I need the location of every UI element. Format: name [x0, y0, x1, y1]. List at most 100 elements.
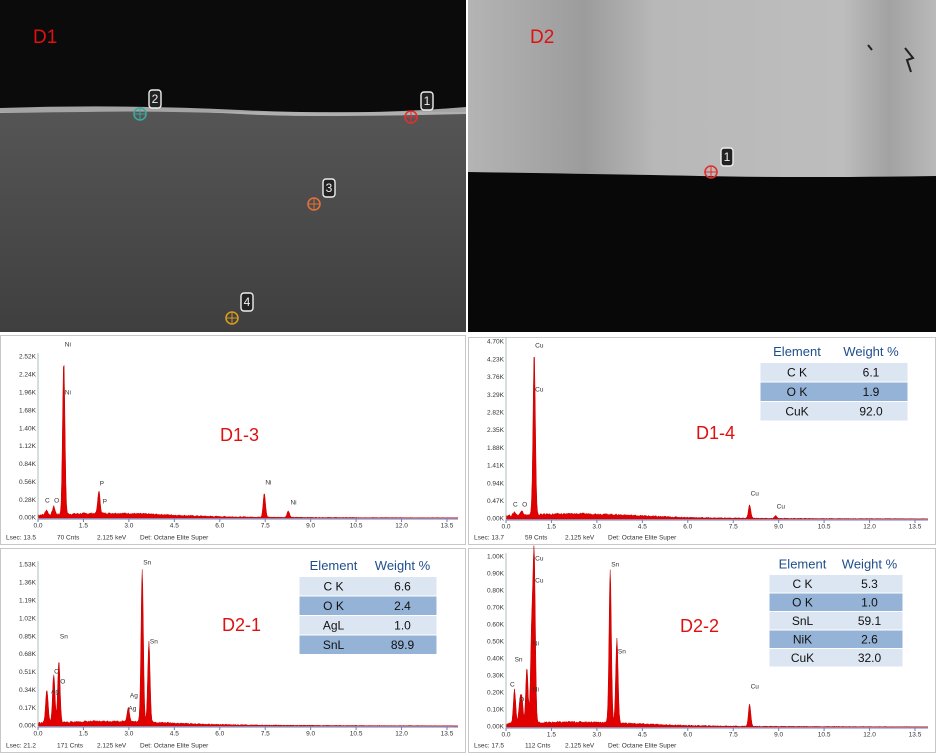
x-tick-label: 13.5 [909, 524, 922, 531]
y-tick-label: 0.10K [487, 707, 505, 714]
table-cell: 5.3 [861, 577, 878, 591]
peak-label: C [45, 498, 50, 505]
table-row [768, 629, 904, 649]
x-tick-label: 9.0 [774, 732, 783, 739]
table-cell: SnL [323, 638, 345, 652]
marker-number: 1 [724, 150, 731, 164]
peak-label: Ni [265, 480, 271, 487]
table-header: Weight % [843, 344, 899, 359]
y-tick-label: 0.90K [487, 571, 505, 578]
y-tick-label: 1.68K [19, 407, 37, 414]
y-tick-label: 0.56K [19, 479, 37, 486]
y-tick-label: 3.76K [487, 374, 505, 381]
table-cell: O K [787, 385, 808, 399]
y-tick-label: 1.00K [487, 554, 505, 561]
x-tick-label: 7.5 [261, 731, 270, 738]
footer-text: Det: Octane Elite Super [608, 743, 677, 750]
x-tick-label: 7.5 [261, 523, 270, 530]
x-tick-label: 7.5 [729, 524, 738, 531]
table-row [768, 592, 904, 612]
peak-label: Sn [515, 657, 523, 664]
peak-label: Sn [611, 562, 619, 569]
x-tick-label: 1.5 [547, 732, 556, 739]
marker-box [720, 147, 734, 167]
x-tick-label: 3.0 [124, 731, 133, 738]
footer-text: 2.125 keV [97, 535, 127, 542]
y-tick-label: 1.96K [19, 389, 37, 396]
table-row [298, 615, 438, 636]
y-tick-label: 1.19K [19, 597, 37, 604]
peak-label: Ni [290, 500, 296, 507]
footer-text: Lsec: 17.5 [474, 743, 504, 750]
spectrum-panel: 0.00K 0.17K 0.34K 0.51K 0.68K 0.85K 1.02K 1.19K… [0, 548, 466, 753]
footer-text: Det: Octane Elite Super [140, 743, 209, 750]
panel-frame [0, 335, 466, 545]
x-tick-label: 6.0 [683, 732, 692, 739]
y-tick-label: 0.60K [487, 622, 505, 629]
table-cell: 6.6 [394, 579, 411, 593]
table-row [768, 648, 904, 668]
footer-text: Det: Octane Elite Super [608, 535, 677, 542]
peak-label: Sn [618, 649, 626, 656]
x-tick-label: 0.0 [33, 731, 42, 738]
footer-text: 171 Cnts [57, 743, 84, 750]
table-cell: 1.0 [394, 618, 411, 632]
peak-label: Sn [150, 639, 158, 646]
y-tick-label: 0.85K [19, 633, 37, 640]
marker-cross [705, 166, 717, 178]
x-tick-label: 12.0 [863, 732, 876, 739]
table-cell: O K [323, 599, 344, 613]
table-cell: 2.4 [394, 599, 411, 613]
x-tick-label: 13.5 [441, 731, 454, 738]
marker-cross [405, 111, 417, 123]
x-tick-label: 0.0 [501, 524, 510, 531]
y-tick-label: 1.41K [487, 463, 505, 470]
y-tick-label: 0.51K [19, 669, 37, 676]
y-tick-label: 0.70K [487, 605, 505, 612]
y-tick-label: 4.23K [487, 356, 505, 363]
table-header: Element [310, 558, 358, 573]
peak-label: Cu [535, 387, 544, 394]
peak-label: O [522, 502, 527, 509]
x-tick-label: 3.0 [592, 732, 601, 739]
spectrum-panel: 0.00K 0.47K 0.94K 1.41K 1.88K 2.35K 2.82K 3.29K… [468, 337, 936, 545]
x-tick-label: 13.5 [909, 732, 922, 739]
table-row [298, 634, 438, 655]
x-tick-label: 12.0 [395, 523, 408, 530]
peak-label: Ni [65, 342, 71, 349]
x-tick-label: 3.0 [592, 524, 601, 531]
spectrum [37, 569, 459, 727]
table-header: Weight % [375, 558, 431, 573]
marker-box [322, 178, 336, 198]
peak-label: O [519, 697, 524, 704]
table-cell: 6.1 [863, 365, 880, 379]
footer-text: 2.125 keV [565, 743, 595, 750]
x-tick-label: 6.0 [683, 524, 692, 531]
peak-label: Ni [533, 687, 539, 694]
sem-defect [867, 44, 915, 73]
x-tick-label: 0.0 [33, 523, 42, 530]
spectrum-label: D2-1 [222, 615, 261, 635]
peak-label: Ag [130, 693, 138, 700]
marker-cross [308, 198, 320, 210]
y-tick-label: 0.84K [19, 461, 37, 468]
marker-box [420, 91, 434, 111]
peak-label: Sn [60, 634, 68, 641]
footer-text: 70 Cnts [57, 535, 80, 542]
y-tick-label: 2.24K [19, 372, 37, 379]
y-tick-label: 1.12K [19, 443, 37, 450]
y-tick-label: 0.68K [19, 651, 37, 658]
spectrum-label: D2-2 [680, 616, 719, 636]
y-tick-label: 0.94K [487, 480, 505, 487]
table-header: Element [773, 344, 821, 359]
table-header: Weight % [842, 557, 898, 572]
y-tick-label: 0.00K [487, 516, 505, 523]
table-cell: 92.0 [859, 404, 883, 418]
y-tick-label: 0.34K [19, 687, 37, 694]
y-tick-label: 0.40K [487, 656, 505, 663]
y-tick-label: 1.88K [487, 445, 505, 452]
y-tick-label: 0.28K [19, 497, 37, 504]
x-tick-label: 7.5 [729, 732, 738, 739]
x-tick-label: 9.0 [774, 524, 783, 531]
marker-box [240, 292, 254, 312]
